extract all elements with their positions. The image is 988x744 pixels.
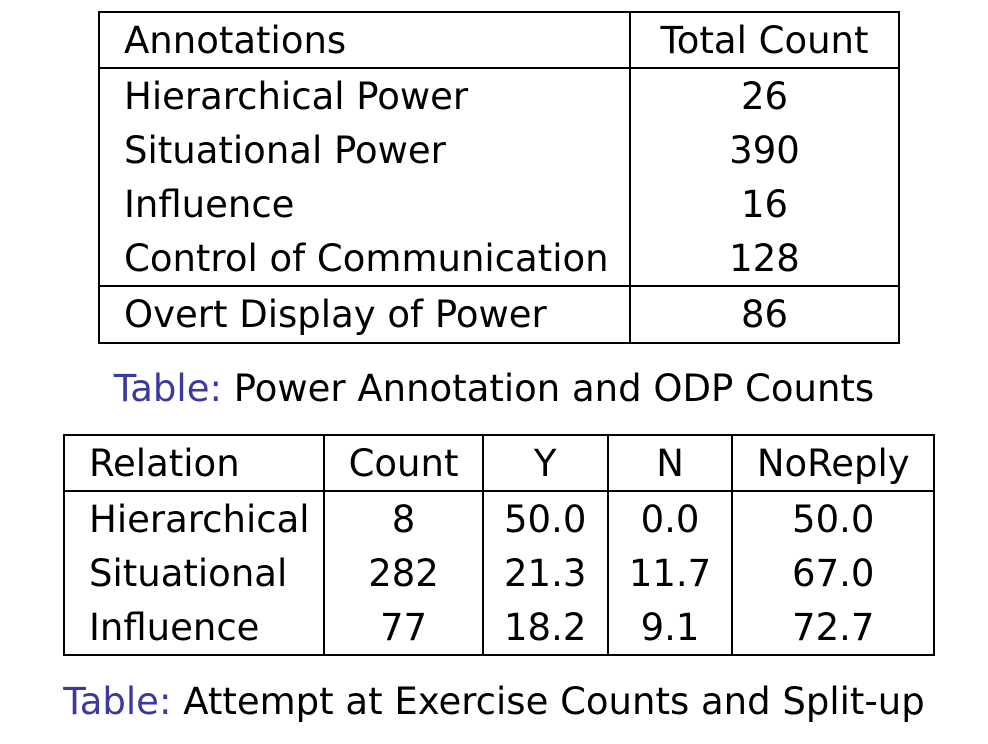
header-annotations: Annotations <box>99 12 630 69</box>
exercise-counts-table: Relation Count Y N NoReply Hierarchical … <box>63 434 935 656</box>
table-row: Influence 77 18.2 9.1 72.7 <box>64 600 934 655</box>
relation-cell: Hierarchical <box>89 497 310 541</box>
n-cell: 11.7 <box>606 546 733 600</box>
count-cell: 16 <box>628 177 899 231</box>
noreply-cell: 72.7 <box>731 600 934 655</box>
n-cell: 9.1 <box>606 600 733 655</box>
y-cell: 50.0 <box>481 491 608 546</box>
caption-text: Power Annotation and ODP Counts <box>233 367 875 410</box>
table-row: Influence 16 <box>99 177 899 231</box>
annotation-cell: Overt Display of Power <box>99 285 630 343</box>
header-relation: Relation <box>64 435 325 492</box>
relation-cell: Situational <box>89 551 288 595</box>
caption-prefix: Table: <box>63 680 172 723</box>
annotation-cell: Influence <box>124 182 295 226</box>
n-cell: 0.0 <box>606 491 733 546</box>
table-row: Hierarchical Power 26 <box>99 68 899 123</box>
annotation-cell: Hierarchical Power <box>124 74 469 118</box>
relation-cell: Influence <box>89 605 260 649</box>
header-n: N <box>606 435 733 492</box>
power-annotation-table: Annotations Total Count Hierarchical Pow… <box>98 11 900 344</box>
table-row: Situational Power 390 <box>99 123 899 177</box>
count-cell: 86 <box>628 285 899 343</box>
count-cell: 390 <box>628 123 899 177</box>
table-header-row: Annotations Total Count <box>99 12 899 69</box>
annotation-cell: Control of Communication <box>124 236 609 280</box>
count-cell: 282 <box>323 546 483 600</box>
table-row: Situational 282 21.3 11.7 67.0 <box>64 546 934 600</box>
count-cell: 26 <box>628 68 899 123</box>
table-footer-row: Overt Display of Power 86 <box>99 285 899 343</box>
count-cell: 128 <box>628 231 899 286</box>
table-row: Hierarchical 8 50.0 0.0 50.0 <box>64 491 934 546</box>
table-header-row: Relation Count Y N NoReply <box>64 435 934 492</box>
y-cell: 21.3 <box>481 546 608 600</box>
caption-prefix: Table: <box>113 367 222 410</box>
noreply-cell: 50.0 <box>731 491 934 546</box>
y-cell: 18.2 <box>481 600 608 655</box>
table-caption: Table: Attempt at Exercise Counts and Sp… <box>0 683 988 720</box>
header-noreply: NoReply <box>731 435 934 492</box>
caption-text: Attempt at Exercise Counts and Split-up <box>183 680 925 723</box>
table-caption: Table: Power Annotation and ODP Counts <box>0 370 988 407</box>
header-total-count: Total Count <box>628 12 899 69</box>
count-cell: 77 <box>323 600 483 655</box>
table-row: Control of Communication 128 <box>99 231 899 286</box>
annotation-cell: Situational Power <box>124 128 446 172</box>
count-cell: 8 <box>323 491 483 546</box>
noreply-cell: 67.0 <box>731 546 934 600</box>
header-count: Count <box>323 435 483 492</box>
header-y: Y <box>481 435 608 492</box>
